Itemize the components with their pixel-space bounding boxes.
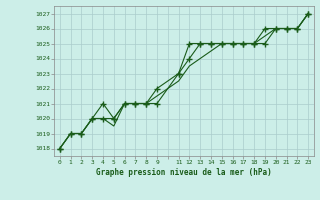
X-axis label: Graphe pression niveau de la mer (hPa): Graphe pression niveau de la mer (hPa) [96,168,272,177]
